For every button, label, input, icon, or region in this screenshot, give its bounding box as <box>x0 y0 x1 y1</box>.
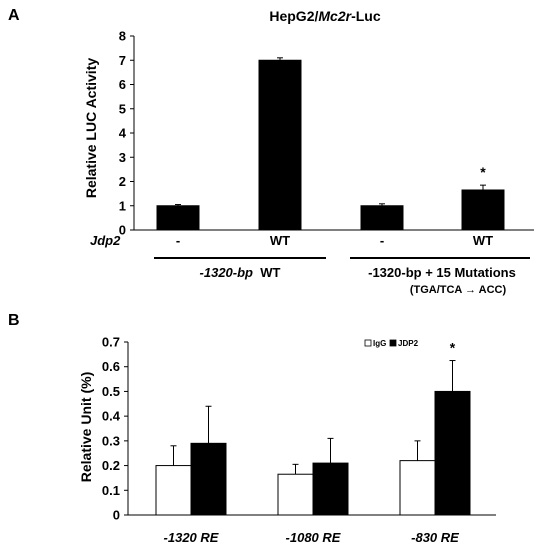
panel-a-bar <box>258 59 302 231</box>
panel-b-y-ticks: 0 0.1 0.2 0.3 0.4 0.5 0.6 0.7 <box>102 335 128 523</box>
panel-b-y-tick-label: 0.2 <box>102 458 120 473</box>
panel-b-bar-jdp2 <box>190 442 227 516</box>
panel-a: A HepG2/Mc2r-Luc Relative LUC Activity 0… <box>8 7 534 296</box>
panel-a-row-value: WT <box>473 233 493 248</box>
panel-a-row-value: - <box>176 233 180 248</box>
panel-a-bar <box>156 205 200 231</box>
panel-b-y-tick-label: 0.4 <box>102 409 121 424</box>
panel-b-letter: B <box>8 312 20 329</box>
panel-b-y-tick-label: 0.6 <box>102 359 120 374</box>
panel-a-row-label: Jdp2 <box>90 233 121 248</box>
legend-label-jdp2: JDP2 <box>398 339 419 348</box>
panel-b-significance-mark: * <box>450 340 456 356</box>
legend-swatch-igg <box>364 339 372 347</box>
panel-a-group-note: (TGA/TCA → ACC) <box>410 284 507 296</box>
panel-a-y-tick-label: 7 <box>119 53 126 68</box>
panel-b-y-tick-label: 0.1 <box>102 483 120 498</box>
panel-b-y-tick-label: 0.7 <box>102 335 120 350</box>
panel-a-row-value: WT <box>270 233 290 248</box>
panel-b-bar-igg <box>155 465 192 516</box>
panel-a-y-tick-label: 6 <box>119 77 126 92</box>
panel-a-y-tick-label: 0 <box>119 223 126 238</box>
panel-a-bar <box>360 205 404 231</box>
panel-a-y-tick-label: 1 <box>119 198 126 213</box>
panel-a-bar <box>461 189 505 231</box>
panel-b-category-label: -1080 RE <box>286 530 341 545</box>
panel-a-y-axis-title: Relative LUC Activity <box>83 58 99 199</box>
panel-a-row-value: - <box>380 233 384 248</box>
panel-b-bar-igg <box>399 460 436 516</box>
panel-b-category-label: -830 RE <box>411 530 459 545</box>
panel-a-bars: * <box>156 57 505 231</box>
panel-a-title: HepG2/Mc2r-Luc <box>269 8 380 24</box>
panel-a-y-tick-label: 8 <box>119 29 126 44</box>
panel-b-y-tick-label: 0.3 <box>102 433 120 448</box>
panel-b-y-tick-label: 0.5 <box>102 384 120 399</box>
panel-a-group-label: -1320-bp + 15 Mutations <box>368 265 516 280</box>
panel-a-significance-mark: * <box>480 164 486 180</box>
panel-b-bar-igg <box>277 473 314 516</box>
panel-b-bar-jdp2 <box>312 462 349 516</box>
panel-a-y-tick-label: 2 <box>119 174 126 189</box>
panel-b: B Relative Unit (%) 00.10.20.30.40.50.60… <box>8 312 496 545</box>
panel-a-letter: A <box>8 7 20 24</box>
panel-a-y-tick-label: 4 <box>119 126 127 141</box>
panel-b-bars: * <box>155 340 471 516</box>
legend-label-igg: IgG <box>373 339 386 348</box>
panel-b-bar-jdp2 <box>434 390 471 516</box>
panel-a-group-label: -1320-bp WT <box>200 265 281 280</box>
legend-swatch-jdp2 <box>389 339 397 347</box>
panel-b-legend: IgG JDP2 <box>364 339 419 348</box>
panel-a-y-tick-label: 5 <box>119 101 126 116</box>
panel-b-y-tick-label: 0 <box>113 508 120 523</box>
panel-a-y-ticks: 0 1 2 3 4 5 6 7 8 <box>119 29 134 238</box>
panel-b-y-axis-title: Relative Unit (%) <box>78 372 94 482</box>
panel-a-y-tick-label: 3 <box>119 150 126 165</box>
panel-b-category-label: -1320 RE <box>164 530 219 545</box>
